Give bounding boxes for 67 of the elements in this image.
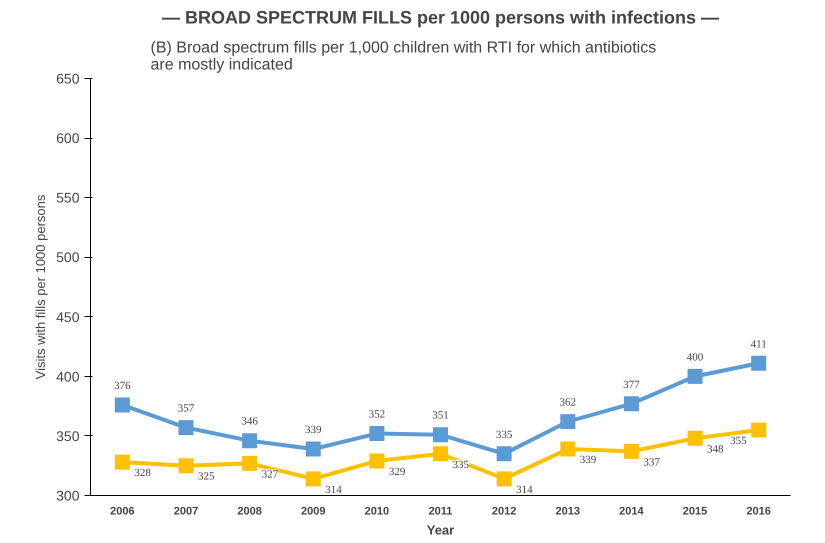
- y-axis-title: Visits with fills per 1000 persons: [33, 194, 48, 380]
- data-label: 348: [707, 443, 724, 456]
- point: [178, 420, 194, 436]
- point: [560, 414, 576, 430]
- point: [242, 433, 258, 448]
- point: [242, 456, 258, 471]
- point: [114, 454, 130, 470]
- y-tick-label: 400: [56, 368, 80, 384]
- x-tick-label: 2006: [110, 506, 135, 518]
- x-tick-label: 2007: [174, 506, 198, 518]
- x-tick-label: 2008: [237, 506, 262, 518]
- data-label: 411: [750, 338, 767, 350]
- point: [624, 444, 639, 459]
- data-label: 327: [262, 468, 279, 480]
- data-label: 329: [388, 466, 406, 478]
- point: [560, 442, 576, 457]
- point: [306, 471, 321, 486]
- data-label: 314: [325, 484, 342, 496]
- point: [688, 430, 703, 446]
- chart-title: — BROAD SPECTRUM FILLS per 1000 persons with infections —: [162, 8, 720, 28]
- point: [496, 446, 512, 462]
- x-tick-label: 2013: [556, 506, 580, 518]
- x-axis-title: Year: [426, 522, 454, 538]
- data-label: 339: [580, 454, 597, 466]
- x-tick-label: 2012: [492, 506, 516, 518]
- x-tick-label: 2010: [364, 506, 390, 518]
- data-label: 362: [560, 396, 576, 409]
- x-tick-label: 2011: [428, 506, 452, 518]
- point: [433, 446, 448, 462]
- data-label: 314: [516, 484, 534, 496]
- data-label: 352: [368, 408, 386, 421]
- x-tick-label: 2009: [300, 506, 326, 518]
- point: [751, 422, 766, 438]
- data-label: 335: [496, 428, 513, 441]
- data-label: 346: [241, 416, 258, 428]
- data-label: 376: [114, 380, 132, 392]
- y-tick-label: 300: [56, 488, 80, 504]
- point: [369, 426, 384, 442]
- data-label: 328: [134, 467, 152, 480]
- point: [624, 396, 639, 412]
- point: [688, 368, 703, 384]
- data-label: 337: [643, 456, 660, 468]
- point: [114, 397, 130, 412]
- data-label: 325: [198, 470, 215, 483]
- y-tick-label: 550: [56, 190, 80, 206]
- data-label: 377: [623, 378, 640, 391]
- data-label: 339: [304, 424, 322, 436]
- x-tick-label: 2016: [746, 506, 771, 518]
- point: [178, 458, 194, 474]
- data-label: 351: [432, 410, 449, 422]
- x-tick-label: 2014: [619, 506, 645, 518]
- x-tick-label: 2015: [682, 506, 708, 518]
- point: [433, 427, 448, 442]
- point: [751, 356, 766, 371]
- data-label: 400: [686, 351, 704, 364]
- point: [496, 471, 512, 486]
- y-tick-label: 450: [56, 308, 80, 325]
- data-label: 357: [178, 402, 195, 415]
- y-tick-label: 350: [56, 428, 80, 444]
- y-tick-label: 650: [56, 70, 80, 86]
- chart-subtitle: (B) Broad spectrum fills per 1,000 children with RTI for which antibiotics are mostly indicated: [150, 40, 656, 74]
- point: [369, 453, 384, 468]
- point: [306, 442, 321, 457]
- data-label: 335: [452, 458, 470, 471]
- y-tick-label: 500: [56, 249, 80, 266]
- data-label: 355: [730, 434, 748, 447]
- y-tick-label: 600: [56, 130, 80, 146]
